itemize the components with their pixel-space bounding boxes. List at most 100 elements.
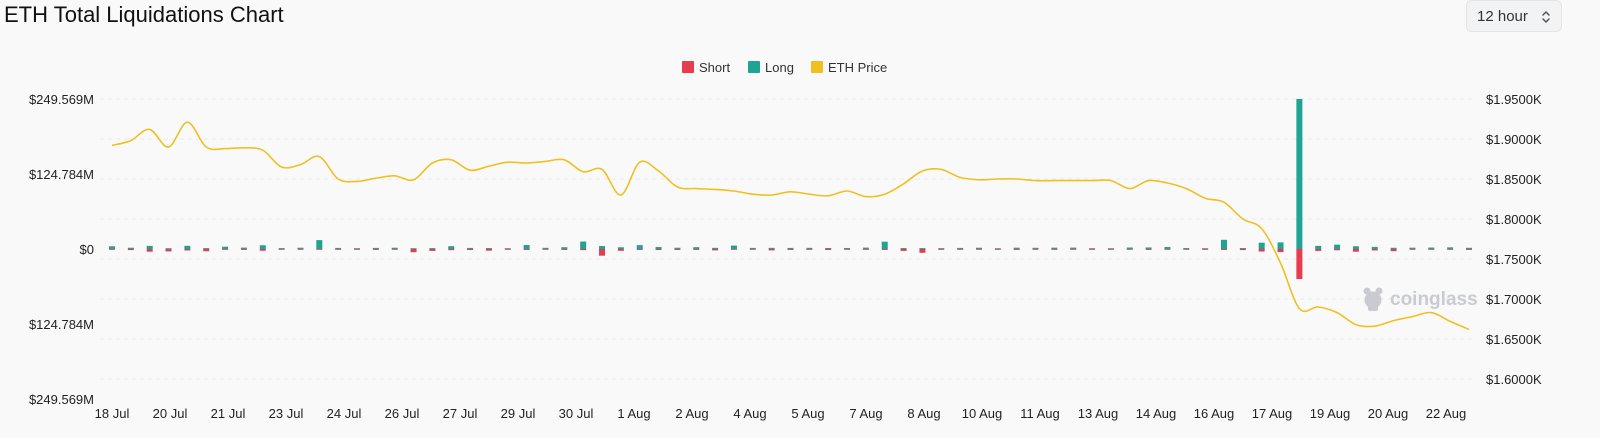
short-bar[interactable] [1334, 249, 1341, 251]
long-bar[interactable] [825, 247, 832, 249]
long-bar[interactable] [1447, 247, 1454, 249]
long-bar[interactable] [994, 248, 1001, 249]
long-bar[interactable] [1371, 246, 1378, 249]
long-bar[interactable] [1164, 246, 1171, 249]
short-bar[interactable] [1145, 249, 1152, 250]
long-bar[interactable] [844, 247, 851, 249]
short-bar[interactable] [617, 249, 624, 251]
long-bar[interactable] [1334, 244, 1341, 249]
long-bar[interactable] [1013, 247, 1020, 249]
long-bar[interactable] [1352, 246, 1359, 249]
short-bar[interactable] [410, 249, 417, 253]
short-bar[interactable] [561, 249, 568, 250]
eth-price-line[interactable] [111, 121, 1470, 331]
long-bar[interactable] [957, 247, 964, 249]
short-bar[interactable] [599, 249, 606, 256]
long-bar[interactable] [693, 247, 700, 249]
legend-item[interactable]: Long [748, 60, 794, 75]
long-bar[interactable] [372, 247, 379, 249]
short-bar[interactable] [1447, 249, 1454, 250]
long-bar[interactable] [240, 247, 247, 249]
short-bar[interactable] [1070, 249, 1077, 250]
short-bar[interactable] [278, 249, 285, 250]
short-bar[interactable] [1239, 249, 1246, 251]
long-bar[interactable] [146, 245, 153, 249]
short-bar[interactable] [523, 249, 530, 250]
short-bar[interactable] [787, 249, 794, 250]
short-bar[interactable] [957, 249, 964, 250]
long-bar[interactable] [617, 247, 624, 249]
short-bar[interactable] [1371, 249, 1378, 251]
short-bar[interactable] [994, 249, 1001, 250]
long-bar[interactable] [1409, 247, 1416, 249]
short-bar[interactable] [335, 249, 342, 250]
short-bar[interactable] [222, 249, 229, 250]
short-bar[interactable] [109, 249, 115, 250]
long-bar[interactable] [881, 241, 888, 249]
short-bar[interactable] [1428, 249, 1435, 250]
short-bar[interactable] [184, 249, 191, 251]
short-bar[interactable] [1315, 249, 1322, 251]
long-bar[interactable] [1239, 248, 1246, 249]
long-bar[interactable] [542, 247, 549, 249]
long-bar[interactable] [1220, 239, 1227, 249]
short-bar[interactable] [1220, 249, 1227, 250]
short-bar[interactable] [1107, 249, 1114, 250]
short-bar[interactable] [1296, 249, 1303, 280]
short-bar[interactable] [693, 249, 700, 250]
short-bar[interactable] [1277, 249, 1284, 253]
short-bar[interactable] [919, 249, 926, 253]
long-bar[interactable] [1390, 247, 1397, 249]
long-bar[interactable] [768, 247, 775, 249]
short-bar[interactable] [636, 249, 643, 250]
long-bar[interactable] [222, 246, 229, 249]
short-bar[interactable] [203, 249, 210, 252]
long-bar[interactable] [165, 248, 172, 249]
short-bar[interactable] [749, 249, 756, 250]
short-bar[interactable] [580, 249, 587, 251]
short-bar[interactable] [1089, 249, 1096, 250]
short-bar[interactable] [165, 249, 172, 252]
short-bar[interactable] [297, 249, 304, 250]
long-bar[interactable] [1202, 248, 1209, 249]
short-bar[interactable] [1258, 249, 1265, 252]
long-bar[interactable] [975, 247, 982, 249]
long-bar[interactable] [259, 245, 266, 249]
long-bar[interactable] [1277, 242, 1284, 249]
short-bar[interactable] [467, 249, 474, 251]
long-bar[interactable] [1466, 247, 1472, 249]
long-bar[interactable] [580, 241, 587, 249]
short-bar[interactable] [1164, 249, 1171, 250]
short-bar[interactable] [1051, 249, 1058, 250]
long-bar[interactable] [900, 248, 907, 249]
short-bar[interactable] [259, 249, 266, 251]
long-bar[interactable] [1315, 245, 1322, 249]
short-bar[interactable] [881, 249, 888, 250]
long-bar[interactable] [354, 248, 361, 249]
long-bar[interactable] [1107, 248, 1114, 249]
long-bar[interactable] [599, 246, 606, 249]
long-bar[interactable] [1070, 247, 1077, 249]
long-bar[interactable] [674, 247, 681, 249]
long-bar[interactable] [919, 248, 926, 249]
short-bar[interactable] [712, 249, 719, 251]
long-bar[interactable] [335, 247, 342, 249]
long-bar[interactable] [391, 247, 398, 249]
long-bar[interactable] [297, 247, 304, 249]
long-bar[interactable] [278, 248, 285, 249]
long-bar[interactable] [523, 245, 530, 249]
short-bar[interactable] [372, 249, 379, 250]
short-bar[interactable] [1032, 249, 1039, 250]
short-bar[interactable] [900, 249, 907, 251]
short-bar[interactable] [1202, 249, 1209, 250]
long-bar[interactable] [1428, 247, 1435, 249]
long-bar[interactable] [1126, 247, 1133, 249]
short-bar[interactable] [1352, 249, 1359, 252]
long-bar[interactable] [203, 248, 210, 249]
short-bar[interactable] [806, 249, 813, 250]
short-bar[interactable] [1126, 249, 1133, 250]
short-bar[interactable] [1390, 249, 1397, 252]
legend-item[interactable]: Short [682, 60, 730, 75]
long-bar[interactable] [448, 246, 455, 249]
long-bar[interactable] [730, 245, 737, 249]
